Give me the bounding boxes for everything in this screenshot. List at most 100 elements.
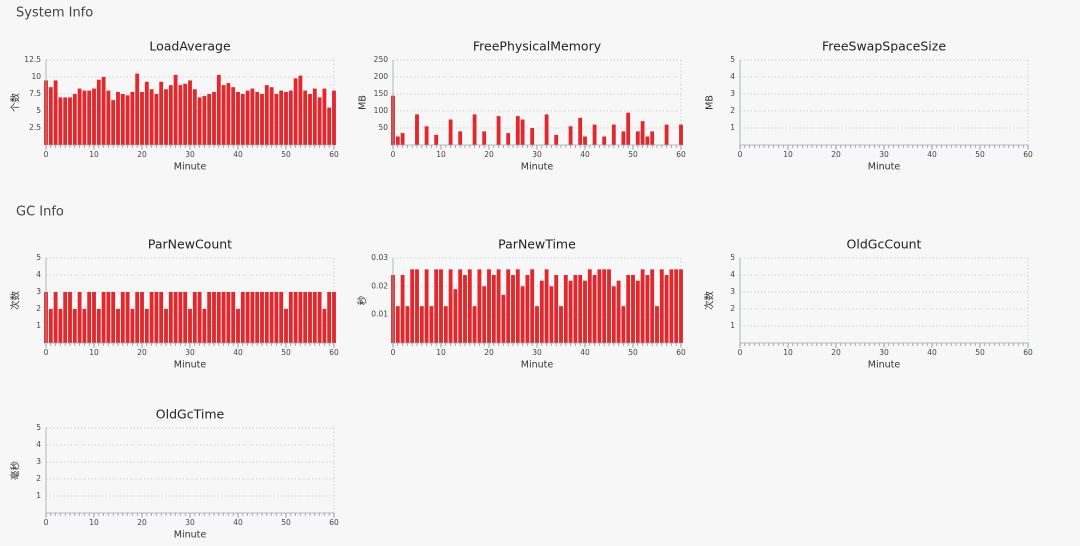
bar [568,280,573,343]
y-tick-label: 12.5 [24,55,41,64]
x-tick-label: 0 [391,348,396,357]
bar [583,280,587,343]
bar [216,74,221,145]
x-tick-label: 30 [879,348,889,357]
y-tick-label: 4 [36,270,41,279]
bar [645,136,650,145]
bar [125,95,130,145]
bar [679,269,683,343]
bar [183,292,188,343]
y-tick-label: 1 [36,321,41,330]
chart-title: ParNewCount [148,237,232,252]
y-tick-label: 4 [36,440,41,449]
x-tick-label: 10 [89,518,99,527]
bar [48,87,53,145]
bar [269,87,274,145]
chart-title: ParNewTime [498,237,576,252]
y-tick-label: 3 [36,457,41,466]
bar [293,78,298,145]
x-axis-label: Minute [868,162,901,173]
bar [626,275,631,343]
bar [611,286,616,343]
bar [448,269,453,343]
bar [559,306,563,343]
x-tick-label: 20 [484,348,494,357]
x-tick-label: 50 [281,518,291,527]
bar [178,85,183,145]
bar [240,292,245,343]
bar [202,309,207,343]
y-tick-label: 1 [36,491,41,500]
bar [655,306,659,343]
bar [87,292,92,343]
y-tick-label: 250 [374,55,389,64]
x-axis-label: Minute [174,162,207,173]
y-tick-label: 2 [36,474,41,483]
bar [496,116,501,145]
bar [317,97,322,145]
y-tick-label: 2 [730,106,735,115]
x-tick-label: 0 [44,518,49,527]
bar [159,81,164,145]
bar [207,292,212,343]
bar [221,292,226,343]
bar [477,269,482,343]
x-axis-label: Minute [521,360,554,371]
bar [554,275,559,343]
bar [487,269,491,343]
bar [650,269,655,343]
bar [188,309,192,343]
x-tick-label: 50 [975,150,985,159]
bar [439,269,443,343]
x-tick-label: 30 [879,150,889,159]
y-tick-label: 3 [730,89,735,98]
y-tick-label: 1 [730,321,735,330]
bar [429,306,434,343]
bar [269,292,274,343]
x-tick-label: 0 [738,150,743,159]
bar [250,88,255,145]
x-tick-label: 10 [89,348,99,357]
bar [322,309,327,343]
bar [130,309,135,343]
x-tick-label: 50 [628,150,638,159]
bar [288,292,293,343]
bar [573,275,578,343]
bar [53,80,58,145]
bar [303,292,308,343]
bar [415,114,419,145]
section-title: System Info [16,6,93,21]
y-tick-label: 1 [730,123,735,132]
bar [332,292,336,343]
bar [92,88,96,145]
chart-panel: FreePhysicalMemoryMinuteMB50100150200250… [358,39,686,173]
bar [472,306,477,343]
chart-title: LoadAverage [149,39,231,54]
bar [106,90,111,145]
section-title: GC Info [16,205,64,220]
bar [535,306,539,343]
y-tick-label: 150 [374,89,389,98]
bar [635,131,640,145]
bar [48,309,53,343]
bar [501,294,506,343]
bar [255,91,260,145]
x-tick-label: 40 [233,518,243,527]
y-axis-label: 毫秒 [10,461,22,481]
bar [288,90,293,145]
y-tick-label: 50 [378,123,388,132]
chart-title: FreePhysicalMemory [473,39,602,54]
bar [308,94,312,145]
bar [173,74,178,145]
y-tick-label: 2 [36,304,41,313]
x-tick-label: 40 [233,150,243,159]
bar [264,85,269,145]
bar [491,275,496,343]
bar [188,80,192,145]
bar [463,275,467,343]
bar [106,292,111,343]
bar [400,133,405,145]
bar [77,88,82,145]
